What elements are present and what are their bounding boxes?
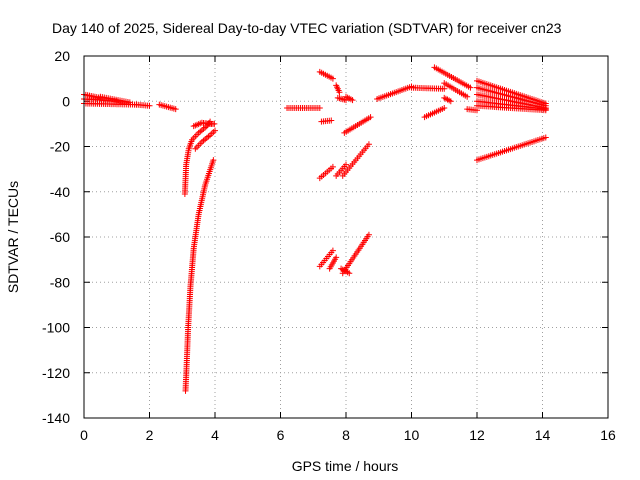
y-tick-label: -60 [50,229,70,245]
data-point [126,99,133,106]
data-point [542,107,549,114]
data-point [329,163,336,170]
x-tick-label: 0 [80,427,88,443]
y-axis-label: SDTVAR / TECUs [5,181,21,293]
data-marks [81,64,549,394]
x-tick-label: 4 [211,427,219,443]
data-point [367,114,374,121]
data-point [349,97,356,104]
data-point [441,85,448,92]
y-tick-label: -20 [50,139,70,155]
data-point [172,106,179,113]
data-point [329,247,336,254]
data-point [467,84,474,91]
x-tick-label: 14 [535,427,551,443]
x-tick-label: 16 [600,427,616,443]
data-point [333,254,340,261]
y-tick-label: -120 [42,365,70,381]
data-point [365,231,372,238]
data-point [212,127,218,134]
data-point [316,105,323,112]
x-tick-label: 10 [404,427,420,443]
data-point [343,161,349,168]
x-tick-label: 8 [342,427,350,443]
chart-title: Day 140 of 2025, Sidereal Day-to-day VTE… [52,20,562,36]
x-axis-label: GPS time / hours [292,458,399,474]
data-point [329,75,336,82]
data-point [542,134,549,141]
y-tick-label: 20 [54,48,70,64]
data-point [447,98,454,105]
grid [84,56,608,418]
data-point [210,157,217,164]
x-tick-label: 6 [277,427,285,443]
x-tick-label: 2 [146,427,154,443]
y-tick-label: 0 [62,93,70,109]
y-tick-label: -80 [50,274,70,290]
y-tick-label: -100 [42,320,70,336]
y-tick-label: -140 [42,410,70,426]
data-point [365,141,372,148]
x-tick-label: 12 [469,427,485,443]
data-point [336,89,343,96]
data-point [346,270,353,277]
y-tick-label: -40 [50,184,70,200]
data-point [146,102,153,109]
data-point [328,117,335,124]
data-point [464,93,471,100]
plot-frame [83,55,609,419]
data-point [441,105,448,112]
axis-ticks: 0 2 4 6 8 10 12 14 16 -140 -120 -100 -80 -60 -40 -20 0 20 [42,48,616,443]
data-point [211,120,218,127]
